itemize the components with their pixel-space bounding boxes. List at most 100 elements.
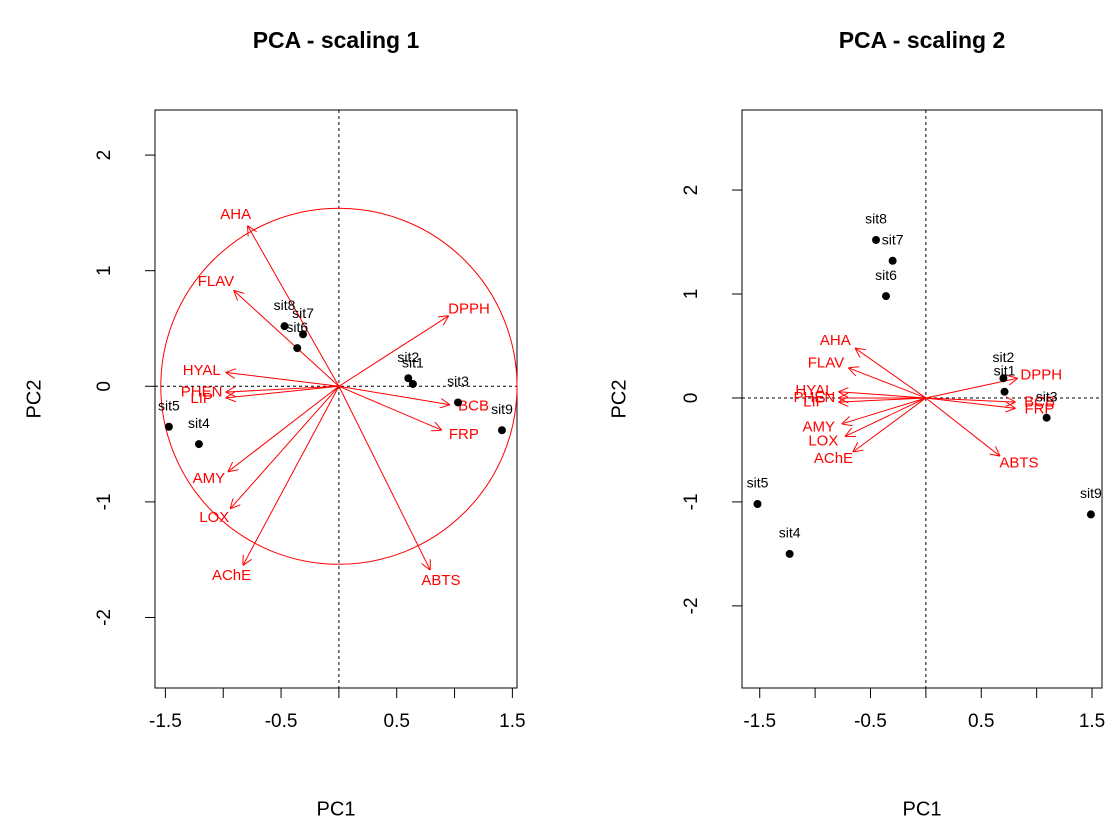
arrow-label: DPPH bbox=[1020, 367, 1062, 384]
x-tick-label: -0.5 bbox=[265, 711, 298, 732]
site-label: sit7 bbox=[292, 305, 314, 321]
site-label: sit1 bbox=[994, 362, 1016, 378]
site-point bbox=[194, 440, 203, 449]
arrow bbox=[338, 385, 450, 404]
site-point bbox=[299, 330, 308, 339]
site-point bbox=[280, 322, 289, 331]
x-tick-label: 0.5 bbox=[384, 711, 410, 732]
arrow bbox=[228, 385, 340, 472]
site-label: sit4 bbox=[779, 525, 801, 541]
x-tick-label: 1.5 bbox=[1079, 711, 1105, 732]
arrow bbox=[848, 368, 927, 399]
x-tick-label: -1.5 bbox=[743, 711, 776, 732]
y-tick-label: -1 bbox=[94, 493, 115, 510]
arrow bbox=[925, 397, 1000, 456]
arrow-label: LIP bbox=[803, 394, 826, 411]
arrow bbox=[230, 385, 340, 509]
x-tick-label: -1.5 bbox=[149, 711, 182, 732]
arrow-label: LOX bbox=[199, 509, 229, 526]
arrow bbox=[234, 290, 340, 387]
x-tick-label: 0.5 bbox=[968, 711, 994, 732]
x-axis-label: PC1 bbox=[317, 798, 356, 820]
arrow bbox=[925, 398, 1016, 402]
arrow bbox=[845, 397, 927, 436]
equilibrium-circle bbox=[160, 207, 518, 565]
y-tick-label: -2 bbox=[681, 597, 702, 614]
site-point bbox=[293, 344, 302, 353]
arrow-label: AMY bbox=[803, 418, 836, 435]
arrow-label: FRP bbox=[449, 426, 479, 443]
arrow-label: FRP bbox=[1024, 401, 1054, 418]
site-point bbox=[872, 235, 881, 244]
arrow bbox=[226, 385, 339, 398]
site-point bbox=[888, 256, 897, 265]
arrow-label: ABTS bbox=[999, 455, 1038, 472]
site-point bbox=[753, 499, 762, 508]
arrow-label: AHA bbox=[220, 206, 251, 223]
site-label: sit6 bbox=[286, 319, 308, 335]
arrow bbox=[243, 386, 340, 565]
site-label: sit2 bbox=[397, 349, 419, 365]
arrow bbox=[226, 385, 339, 392]
site-label: sit9 bbox=[491, 401, 513, 417]
arrow bbox=[925, 397, 1016, 408]
arrow-label: BCB bbox=[458, 398, 489, 415]
arrow bbox=[338, 386, 430, 570]
y-tick-label: 0 bbox=[681, 393, 702, 404]
y-tick-label: -2 bbox=[94, 609, 115, 626]
arrow-label: AHA bbox=[820, 332, 851, 349]
site-point bbox=[1000, 387, 1009, 396]
arrow-label: HYAL bbox=[795, 382, 833, 399]
arrow bbox=[338, 385, 442, 430]
site-point bbox=[999, 374, 1008, 383]
site-point bbox=[497, 426, 506, 435]
site-label: sit7 bbox=[882, 231, 904, 247]
arrow-label: FLAV bbox=[198, 273, 234, 290]
site-label: sit4 bbox=[188, 415, 210, 431]
x-tick-label: 1.5 bbox=[499, 711, 525, 732]
site-label: sit9 bbox=[1080, 485, 1102, 501]
site-point bbox=[454, 398, 463, 407]
site-label: sit3 bbox=[447, 373, 469, 389]
arrow-label: LIP bbox=[190, 390, 213, 407]
arrow bbox=[248, 226, 340, 387]
arrow bbox=[838, 392, 926, 399]
site-label: sit3 bbox=[1036, 388, 1058, 404]
arrow-label: PHEN bbox=[794, 389, 836, 406]
arrow-label: FLAV bbox=[808, 354, 844, 371]
site-point bbox=[408, 379, 417, 388]
site-point bbox=[164, 422, 173, 431]
chart-title: PCA - scaling 1 bbox=[253, 27, 420, 53]
arrow-label: HYAL bbox=[183, 362, 221, 379]
site-label: sit5 bbox=[747, 475, 769, 491]
x-axis-label: PC1 bbox=[903, 798, 942, 820]
site-label: sit8 bbox=[274, 297, 296, 313]
arrow bbox=[842, 397, 927, 424]
y-tick-label: 2 bbox=[94, 150, 115, 161]
y-tick-label: 1 bbox=[681, 289, 702, 300]
arrow bbox=[226, 372, 339, 387]
site-point bbox=[882, 292, 890, 301]
arrow bbox=[855, 348, 927, 399]
arrow-label: ABTS bbox=[421, 572, 460, 589]
site-label: sit8 bbox=[865, 211, 887, 227]
plot-frame bbox=[741, 109, 1103, 689]
y-tick-label: 1 bbox=[94, 265, 115, 276]
arrow-label: DPPH bbox=[448, 300, 490, 317]
arrow bbox=[853, 397, 927, 452]
site-label: sit2 bbox=[993, 349, 1015, 365]
y-tick-label: 2 bbox=[681, 185, 702, 196]
arrow-label: AChE bbox=[814, 450, 853, 467]
chart-title: PCA - scaling 2 bbox=[839, 27, 1006, 53]
arrow-label: BCB bbox=[1024, 394, 1055, 411]
site-point bbox=[785, 549, 794, 558]
y-tick-label: -1 bbox=[681, 493, 702, 510]
site-point bbox=[1042, 413, 1051, 422]
arrow bbox=[838, 398, 926, 402]
site-label: sit1 bbox=[402, 355, 424, 371]
site-point bbox=[1086, 510, 1095, 519]
arrow bbox=[338, 316, 449, 387]
arrow-label: PHEN bbox=[181, 384, 223, 401]
y-tick-label: 0 bbox=[94, 381, 115, 392]
